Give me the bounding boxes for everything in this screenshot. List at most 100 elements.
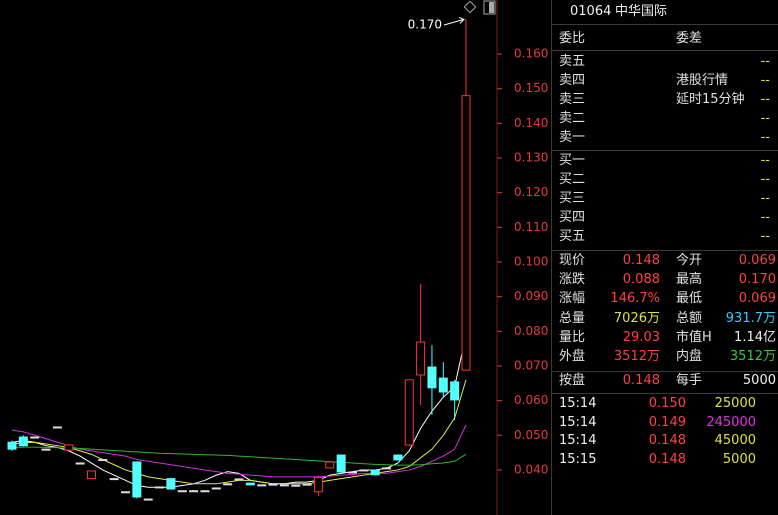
candle-body: [313, 477, 323, 493]
ask-value: --: [760, 54, 770, 69]
candle-body: [166, 478, 176, 490]
ma-line: [11, 334, 467, 488]
y-tick-label: 0.100: [514, 255, 548, 269]
icon[interactable]: [463, 0, 477, 14]
candle-body: [189, 490, 199, 493]
candle-body: [30, 436, 40, 439]
notice: 延时15分钟: [676, 92, 745, 107]
bid-label: 买二: [559, 172, 586, 187]
trade-time: 15:14: [559, 414, 597, 430]
stat-label: 涨跌: [559, 272, 586, 288]
candle-body: [302, 483, 312, 486]
candle-body: [370, 469, 380, 476]
candle-body: [291, 484, 301, 487]
bid-label: 买三: [559, 191, 586, 206]
trade-price: 0.148: [648, 433, 686, 448]
candle-body: [223, 483, 233, 486]
y-tick-label: 0.050: [514, 428, 548, 442]
ask-label: 卖五: [559, 54, 586, 69]
y-tick-label: 0.130: [514, 151, 548, 165]
label: 按盘: [559, 373, 586, 388]
candle-body: [177, 490, 187, 493]
bid-value: --: [760, 153, 770, 168]
trade-volume: 45000: [714, 433, 756, 448]
stat-label: 涨幅: [559, 291, 586, 307]
stat-value: 0.170: [738, 272, 776, 288]
candle-body: [438, 377, 448, 393]
stat-value: 0.148: [622, 253, 660, 268]
candle-body: [75, 462, 85, 465]
y-tick-label: 0.160: [514, 47, 548, 61]
bid-value: --: [760, 210, 770, 225]
stat-label: 总额: [676, 310, 703, 326]
stat-label: 最低: [676, 291, 703, 307]
bid-value: --: [760, 229, 770, 244]
separator: [552, 371, 778, 372]
stat-label: 最高: [676, 272, 703, 288]
candle-body: [359, 469, 369, 472]
candle-body: [268, 483, 278, 486]
stat-label: 总量: [559, 310, 586, 326]
bid-value: --: [760, 191, 770, 206]
candle-body: [416, 341, 426, 376]
candle-body: [143, 498, 153, 501]
ask-value: --: [760, 92, 770, 107]
candle-body: [98, 459, 108, 462]
candle-body: [155, 486, 165, 489]
candle-body: [200, 490, 210, 493]
candle-body: [211, 487, 221, 490]
stat-value: 1.14亿: [734, 329, 776, 345]
stat-label: 内盘: [676, 349, 703, 364]
trade-volume: 245000: [706, 414, 756, 430]
candle-body: [393, 454, 403, 461]
stat-value: 7026万: [613, 310, 660, 326]
stat-label: 量比: [559, 329, 586, 345]
stat-value: 0.069: [738, 253, 776, 268]
stat-label: 现价: [559, 253, 586, 268]
candle-body: [86, 470, 96, 480]
bid-label: 买一: [559, 153, 586, 168]
candle-body: [450, 381, 460, 401]
candle-body: [325, 461, 335, 469]
trade-volume: 5000: [722, 451, 756, 467]
separator: [552, 393, 778, 394]
ma-line: [11, 446, 467, 466]
value: 0.148: [622, 373, 660, 388]
candle-body: [279, 484, 289, 487]
icon: [489, 2, 494, 13]
y-tick-label: 0.070: [514, 358, 548, 372]
candle-body: [427, 366, 437, 389]
stat-value: 29.03: [622, 329, 660, 345]
stat-label: 市值H: [676, 329, 712, 345]
trade-time: 15:14: [559, 396, 597, 411]
notice: 港股行情: [676, 73, 729, 88]
icon[interactable]: [483, 0, 496, 15]
ma-line: [11, 424, 467, 478]
trade-time: 15:15: [559, 451, 597, 467]
y-tick-label: 0.120: [514, 185, 548, 199]
y-tick-label: 0.140: [514, 116, 548, 130]
trade-volume: 25000: [714, 396, 756, 411]
trade-price: 0.148: [648, 451, 686, 467]
stat-value: 3512万: [729, 349, 776, 364]
y-tick-label: 0.040: [514, 462, 548, 476]
stat-value: 931.7万: [725, 310, 776, 326]
stat-value: 0.069: [738, 291, 776, 307]
separator: [552, 50, 778, 51]
ask-value: --: [760, 111, 770, 126]
y-tick-label: 0.150: [514, 81, 548, 95]
ask-label: 卖二: [559, 111, 586, 126]
candle-body: [336, 454, 346, 473]
divider: [551, 0, 552, 515]
y-tick-label: 0.090: [514, 289, 548, 303]
candle-body: [18, 436, 28, 447]
ask-value: --: [760, 130, 770, 145]
trade-price: 0.150: [648, 396, 686, 411]
ask-value: --: [760, 73, 770, 88]
value: 5000: [742, 373, 776, 388]
candle-body: [404, 379, 414, 446]
stat-label: 今开: [676, 253, 703, 268]
candle-body: [52, 426, 62, 429]
ask-label: 卖一: [559, 130, 586, 145]
annotation: 0.170: [408, 18, 442, 32]
